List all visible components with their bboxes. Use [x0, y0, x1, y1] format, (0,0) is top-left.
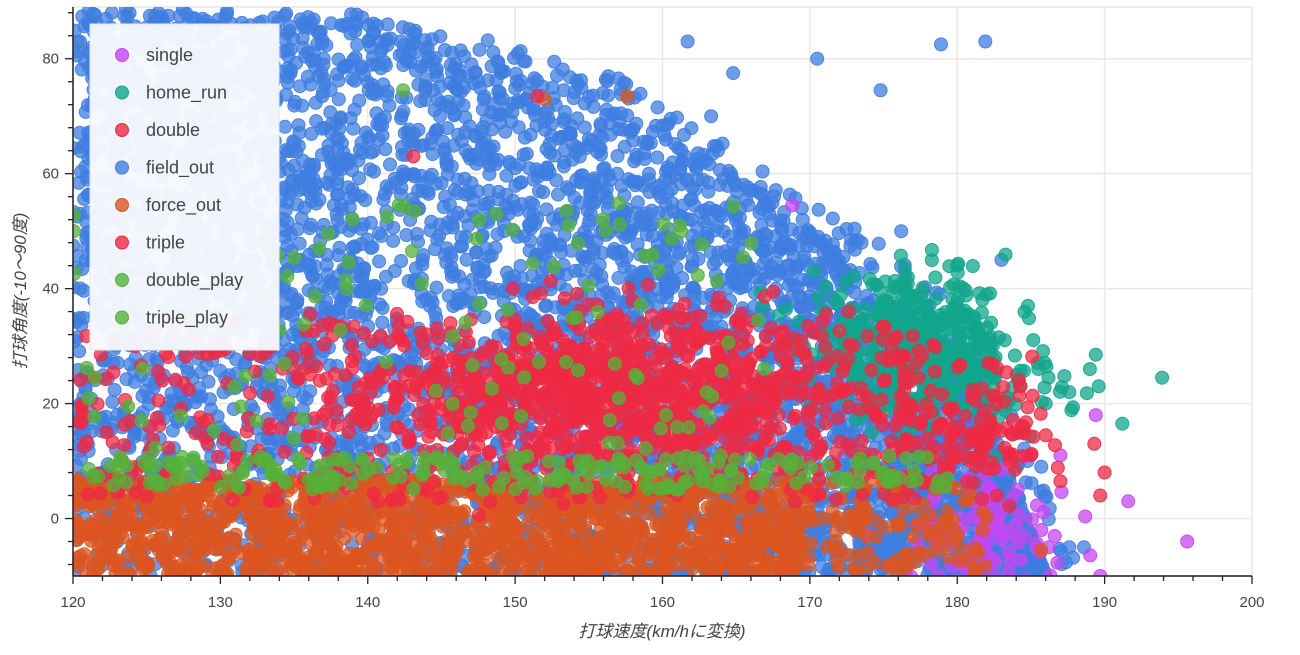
legend-marker-icon [116, 311, 129, 324]
legend-label: double [146, 120, 200, 140]
x-tick-label: 180 [945, 594, 970, 611]
x-tick-label: 200 [1239, 594, 1264, 611]
y-tick-label: 40 [42, 281, 59, 298]
legend-marker-icon [116, 236, 129, 249]
legend-label: triple_play [146, 308, 228, 329]
x-tick-label: 170 [797, 594, 822, 611]
legend-marker-icon [116, 86, 129, 99]
legend-marker-icon [116, 49, 129, 62]
legend-label: single [146, 45, 193, 65]
legend-label: field_out [146, 158, 214, 179]
legend-marker-icon [116, 124, 129, 137]
x-tick-label: 140 [355, 594, 380, 611]
x-tick-label: 190 [1092, 594, 1117, 611]
x-axis-title: 打球速度(km/hに変換) [578, 622, 745, 641]
y-axis-title: 打球角度(-10〜90度) [11, 213, 30, 370]
x-tick-label: 160 [650, 594, 675, 611]
legend-marker-icon [116, 274, 129, 287]
x-tick-label: 150 [503, 594, 528, 611]
legend-label: double_play [146, 270, 243, 291]
x-tick-label: 130 [208, 594, 233, 611]
legend-label: triple [146, 233, 185, 253]
y-tick-label: 0 [51, 511, 59, 528]
y-tick-label: 80 [42, 51, 59, 68]
legend-marker-icon [116, 199, 129, 212]
x-tick-label: 120 [60, 594, 85, 611]
legend-box [90, 24, 279, 350]
legend-marker-icon [116, 161, 129, 174]
legend-label: home_run [146, 83, 227, 104]
y-tick-label: 20 [42, 396, 59, 413]
y-tick-label: 60 [42, 166, 59, 183]
legend-label: force_out [146, 195, 221, 216]
